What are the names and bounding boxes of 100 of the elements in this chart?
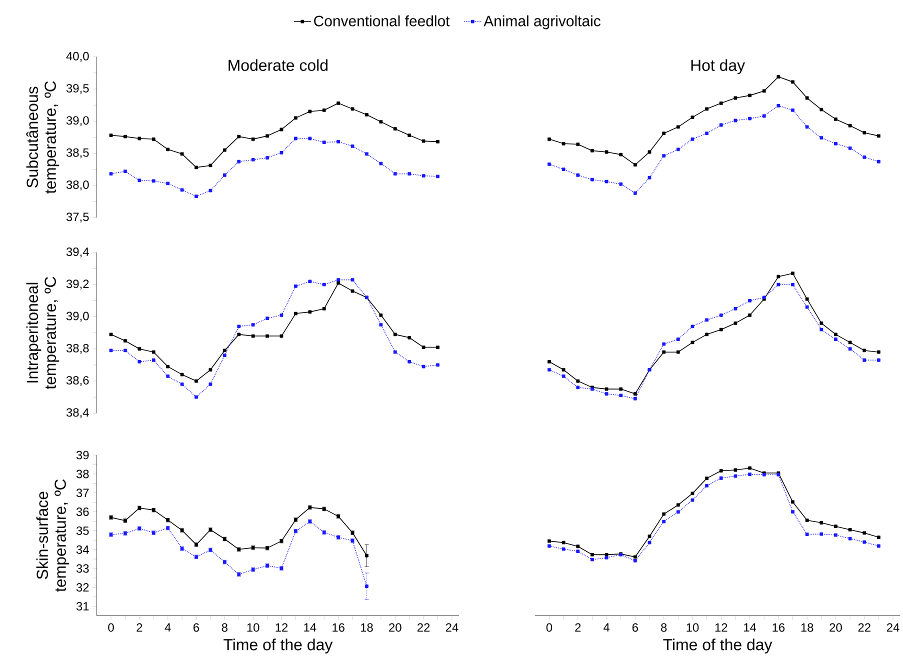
point — [152, 358, 156, 362]
point — [194, 166, 198, 170]
point — [180, 382, 184, 386]
point — [805, 306, 809, 309]
x-tick-label: 12 — [715, 623, 728, 632]
point — [762, 89, 766, 93]
x-tick-label: 0 — [108, 623, 114, 632]
point — [805, 125, 809, 129]
point — [152, 350, 156, 354]
point — [662, 132, 666, 136]
y-tick-label: 38,6 — [66, 376, 89, 386]
point — [648, 176, 652, 180]
y-axis-title: Subcutâneous temperature, ºC — [26, 81, 60, 194]
x-tick-label: 6 — [194, 623, 200, 632]
x-axis-title: Time of the day — [663, 638, 772, 654]
point — [834, 524, 838, 528]
legend-label: Conventional feedlot — [314, 16, 450, 27]
point — [180, 188, 184, 192]
point — [619, 153, 623, 156]
point — [604, 392, 608, 396]
y-tick-label: 34 — [76, 546, 89, 554]
point — [251, 323, 255, 327]
x-tick-label: 4 — [164, 623, 171, 632]
y-tick-label: 39,4 — [66, 248, 89, 258]
point — [294, 312, 298, 316]
x-tick-label: 12 — [276, 623, 288, 632]
x-tick-label: 22 — [417, 623, 430, 632]
point — [294, 284, 298, 288]
point — [791, 283, 794, 286]
point — [676, 350, 680, 354]
y-axis-title: Intraperitoneal temperature, ºC — [26, 277, 60, 390]
point — [548, 138, 551, 142]
point — [877, 544, 880, 548]
point — [266, 156, 269, 160]
point — [548, 544, 551, 548]
y-tick-label: 37 — [76, 488, 89, 498]
point — [662, 350, 666, 354]
point — [266, 316, 269, 320]
point — [648, 534, 652, 538]
point — [436, 174, 440, 178]
y-tick-label: 35 — [76, 526, 89, 536]
point — [676, 338, 680, 342]
point — [266, 334, 269, 338]
x-tick-label: 16 — [332, 623, 344, 632]
point — [308, 136, 312, 140]
point — [336, 140, 340, 144]
point — [748, 314, 752, 318]
point — [877, 536, 880, 540]
point — [109, 172, 113, 176]
point — [676, 510, 680, 514]
point — [776, 75, 780, 79]
point — [791, 500, 794, 504]
point — [422, 140, 426, 143]
point — [322, 140, 326, 144]
point — [562, 142, 566, 146]
point — [748, 299, 752, 303]
y-tick-label: 36 — [76, 508, 89, 516]
point — [336, 281, 340, 285]
point — [690, 498, 694, 502]
point — [633, 559, 637, 563]
y-tick-label: 33 — [76, 564, 89, 573]
point — [365, 554, 368, 558]
point — [562, 547, 566, 551]
point — [820, 136, 824, 140]
point — [562, 368, 566, 372]
point — [222, 174, 226, 177]
point — [194, 194, 198, 198]
point — [590, 558, 594, 562]
x-tick-label: 18 — [360, 623, 373, 632]
point — [590, 149, 594, 153]
point — [834, 332, 838, 336]
x-tick-label: 6 — [632, 623, 638, 632]
point — [705, 332, 709, 336]
point — [408, 172, 412, 176]
point — [690, 324, 694, 328]
point — [633, 392, 637, 396]
point — [604, 180, 608, 184]
point — [676, 503, 680, 507]
point — [877, 134, 880, 138]
point — [166, 148, 170, 152]
y-tick-label: 39,5 — [66, 84, 89, 94]
legend-label: Animal agrivoltaic — [484, 16, 600, 30]
point — [124, 348, 127, 352]
x-tick-label: 8 — [661, 623, 667, 632]
x-tick-label: 8 — [222, 623, 228, 632]
point — [294, 116, 298, 120]
point — [805, 532, 809, 536]
point — [862, 531, 866, 535]
point — [166, 374, 170, 378]
point — [705, 484, 709, 488]
y-tick-label: 38 — [76, 470, 89, 478]
point — [862, 540, 866, 544]
y-tick-label: 39,2 — [66, 280, 89, 290]
point — [365, 152, 368, 156]
point — [237, 160, 241, 164]
point — [393, 332, 397, 336]
point — [548, 162, 551, 166]
point — [719, 328, 723, 332]
point — [308, 280, 312, 284]
point — [152, 138, 156, 142]
